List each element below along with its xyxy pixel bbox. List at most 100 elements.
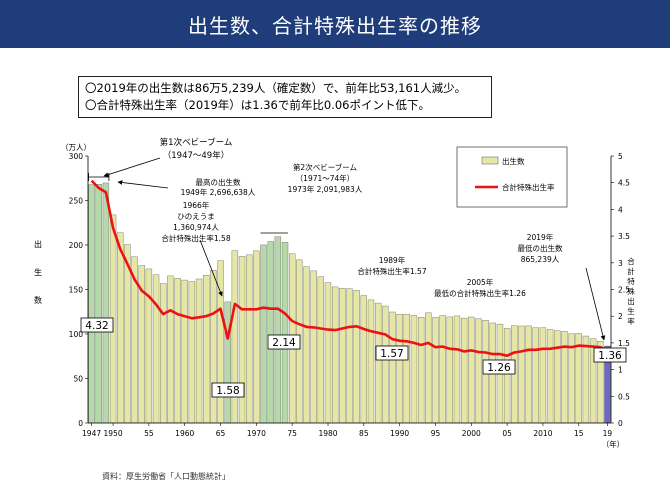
x-tick-label-2010: 2010 bbox=[533, 429, 552, 438]
right-tick-label-2: 2 bbox=[618, 312, 623, 321]
right-tick-label-4.5: 4.5 bbox=[618, 179, 630, 188]
value-box-label-2019: 1.36 bbox=[598, 350, 622, 362]
bar-births-1994 bbox=[425, 312, 432, 424]
bar-births-1973 bbox=[274, 236, 282, 424]
x-tick-label-2019: 19 bbox=[603, 429, 613, 438]
left-tick-label-150: 150 bbox=[69, 286, 84, 295]
bar-births-1961 bbox=[188, 281, 196, 424]
bar-births-1970 bbox=[253, 250, 260, 424]
x-tick-label-1980: 1980 bbox=[318, 429, 337, 438]
bar-births-2016 bbox=[582, 335, 590, 424]
bar-births-2009 bbox=[532, 327, 539, 424]
annotation-boom1-line-0: 第1次ベビーブーム bbox=[160, 137, 233, 148]
right-axis-label-char: 計 bbox=[627, 266, 635, 276]
right-tick-label-0: 0 bbox=[618, 419, 623, 428]
bar-births-2005 bbox=[503, 328, 511, 424]
left-tick-label-100: 100 bbox=[69, 330, 84, 339]
bar-births-1959 bbox=[174, 278, 181, 424]
value-box-1973 bbox=[267, 334, 301, 350]
bar-births-1974 bbox=[281, 242, 289, 424]
bar-births-1968 bbox=[238, 256, 246, 424]
arrow-boom1 bbox=[103, 157, 161, 177]
right-tick-label-5: 5 bbox=[618, 152, 623, 161]
annotation-b2019-line-1: 最低の出生数 bbox=[518, 243, 563, 253]
x-tick-label-2005: 05 bbox=[502, 429, 512, 438]
bar-births-1987 bbox=[374, 302, 382, 424]
left-axis-label-char: 生 bbox=[34, 267, 42, 277]
bar-births-2000 bbox=[468, 316, 475, 424]
bar-births-1960 bbox=[181, 279, 188, 424]
right-axis-label-char: 合 bbox=[627, 256, 635, 266]
bar-births-2007 bbox=[518, 325, 525, 424]
left-tick-label-0: 0 bbox=[78, 419, 83, 428]
bar-births-1971 bbox=[260, 244, 267, 424]
bar-births-1988 bbox=[382, 305, 389, 424]
bar-births-1997 bbox=[446, 316, 453, 424]
bar-births-1948 bbox=[95, 184, 102, 424]
line-fertility-rate bbox=[90, 179, 608, 358]
bar-births-1955 bbox=[145, 268, 153, 424]
x-tick-label-1965: 65 bbox=[216, 429, 226, 438]
right-tick-label-3.5: 3.5 bbox=[618, 232, 630, 241]
x-tick-label-2015: 15 bbox=[574, 429, 584, 438]
x-tick-label-2000: 2000 bbox=[462, 429, 481, 438]
bar-births-1978 bbox=[310, 270, 317, 424]
right-tick-label-2.5: 2.5 bbox=[618, 286, 630, 295]
annotation-boom2-line-1: （1971〜74年） bbox=[296, 173, 355, 183]
annotation-hinoe-line-0: 1966年 bbox=[183, 200, 210, 210]
right-axis-label-char: 生 bbox=[627, 306, 635, 316]
bar-births-1984 bbox=[353, 290, 360, 424]
annotation-hinoe-line-2: 1,360,974人 bbox=[173, 223, 219, 232]
value-box-label-1949: 4.32 bbox=[85, 320, 108, 332]
bar-births-1966 bbox=[224, 301, 231, 424]
page-title: 出生数、合計特殊出生率の推移 bbox=[0, 0, 670, 48]
bar-births-1977 bbox=[303, 266, 310, 424]
bar-births-1996 bbox=[439, 315, 446, 424]
x-tick-label-1970: 1970 bbox=[247, 429, 266, 438]
bar-births-1982 bbox=[339, 287, 346, 424]
annotation-boom2-line-2: 1973年 2,091,983人 bbox=[288, 184, 363, 194]
bar-births-2008 bbox=[525, 325, 532, 424]
arrow-hinoe bbox=[199, 239, 223, 297]
annotation-r2005-line-0: 2005年 bbox=[467, 277, 494, 287]
bar-births-1998 bbox=[453, 315, 461, 424]
bar-births-1993 bbox=[417, 317, 425, 424]
x-tick-label-1960: 1960 bbox=[175, 429, 194, 438]
bar-births-1983 bbox=[346, 288, 353, 424]
legend-swatch-births bbox=[481, 156, 499, 165]
legend-label-births: 出生数 bbox=[502, 156, 525, 166]
bar-births-2011 bbox=[546, 329, 554, 424]
bar-births-1965 bbox=[217, 260, 224, 424]
value-box-label-1989: 1.57 bbox=[380, 348, 403, 360]
bar-births-1963 bbox=[203, 275, 210, 424]
x-axis-unit: （年） bbox=[602, 439, 625, 449]
bar-births-2001 bbox=[475, 318, 482, 424]
right-tick-label-3: 3 bbox=[618, 259, 623, 268]
right-tick-label-0.5: 0.5 bbox=[618, 392, 630, 401]
x-tick-label-1995: 95 bbox=[431, 429, 441, 438]
x-tick-label-1947: 1947 bbox=[82, 429, 101, 438]
left-tick-label-300: 300 bbox=[69, 152, 84, 161]
bar-births-1981 bbox=[331, 286, 339, 424]
left-tick-label-50: 50 bbox=[73, 375, 83, 384]
annotation-peak-line-0: 最高の出生数 bbox=[196, 177, 241, 187]
right-tick-label-4: 4 bbox=[618, 205, 623, 214]
annotation-hinoe-line-3: 合計特殊出生率1.58 bbox=[161, 233, 230, 243]
left-axis-unit: （万人） bbox=[61, 143, 91, 152]
right-axis-label-char: 出 bbox=[627, 296, 635, 306]
bar-births-1957 bbox=[160, 283, 167, 424]
bar-births-1956 bbox=[152, 274, 160, 424]
annotation-r2005-line-1: 最低の合計特殊出生率1.26 bbox=[434, 288, 526, 298]
right-axis-label-char: 殊 bbox=[627, 286, 635, 296]
bar-births-1992 bbox=[410, 315, 418, 424]
bar-births-1958 bbox=[167, 275, 174, 424]
value-box-label-2005: 1.26 bbox=[487, 362, 511, 374]
bar-births-1969 bbox=[246, 254, 253, 424]
bar-births-1990 bbox=[396, 314, 403, 424]
bar-births-1979 bbox=[317, 276, 325, 424]
summary-line-births: 〇2019年の出生数は86万5,239人（確定数）で、前年比53,161人減少。 bbox=[85, 81, 467, 95]
value-box-2005 bbox=[482, 359, 516, 375]
bar-births-1986 bbox=[367, 299, 375, 424]
x-tick-label-1975: 75 bbox=[287, 429, 297, 438]
bar-births-1964 bbox=[210, 269, 217, 424]
